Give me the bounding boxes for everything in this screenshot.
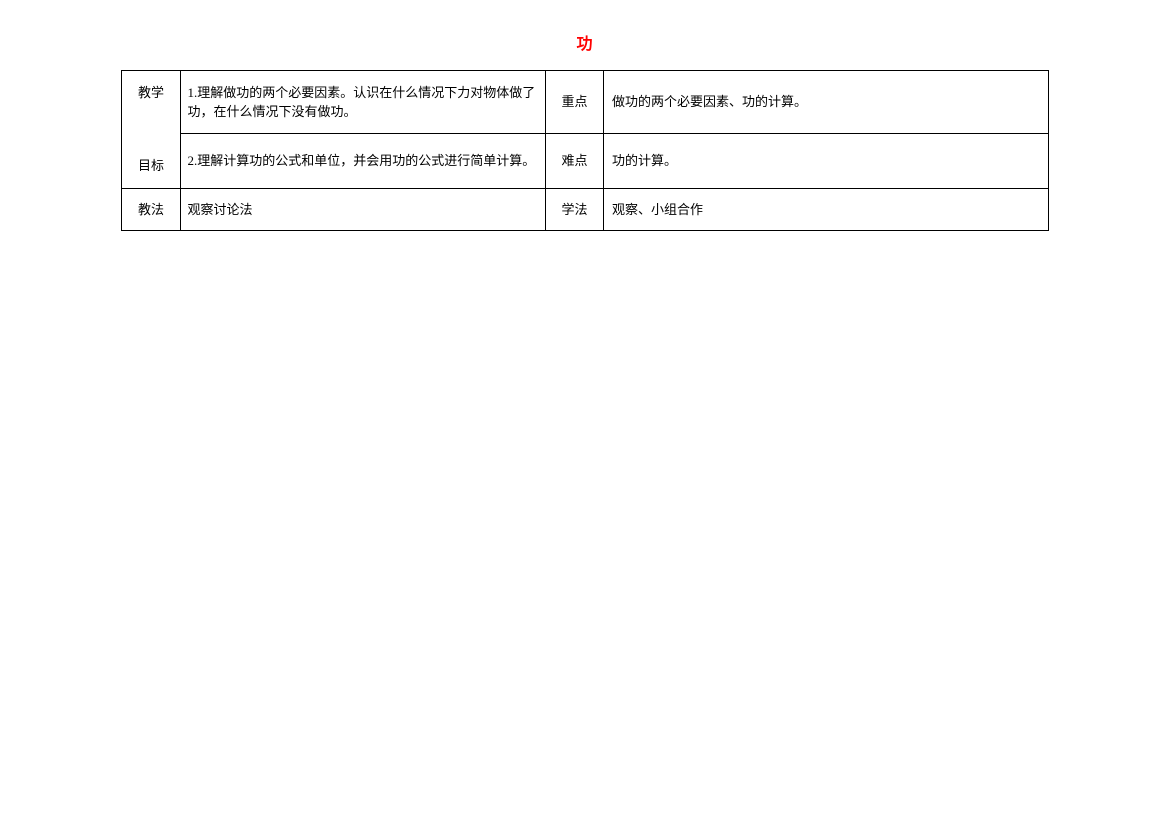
learn-method-content-cell: 观察、小组合作 — [603, 189, 1048, 231]
learn-method-label-cell: 学法 — [546, 189, 604, 231]
teach-method-label-cell: 教法 — [121, 189, 181, 231]
lesson-table: 教学 目标 1.理解做功的两个必要因素。认识在什么情况下力对物体做了功，在什么情… — [121, 70, 1049, 231]
key-content-cell: 做功的两个必要因素、功的计算。 — [603, 71, 1048, 134]
difficulty-label-cell: 难点 — [546, 134, 604, 189]
difficulty-content-cell: 功的计算。 — [603, 134, 1048, 189]
page-title: 功 — [0, 30, 1169, 54]
teach-method-content-cell: 观察讨论法 — [181, 189, 546, 231]
table-row: 教法 观察讨论法 学法 观察、小组合作 — [121, 189, 1048, 231]
goal-content-1-cell: 1.理解做功的两个必要因素。认识在什么情况下力对物体做了功，在什么情况下没有做功… — [181, 71, 546, 134]
goal-label-cell: 教学 目标 — [121, 71, 181, 189]
table-row: 教学 目标 1.理解做功的两个必要因素。认识在什么情况下力对物体做了功，在什么情… — [121, 71, 1048, 134]
table-row: 2.理解计算功的公式和单位，并会用功的公式进行简单计算。 难点 功的计算。 — [121, 134, 1048, 189]
goal-content-2-cell: 2.理解计算功的公式和单位，并会用功的公式进行简单计算。 — [181, 134, 546, 189]
lesson-table-container: 教学 目标 1.理解做功的两个必要因素。认识在什么情况下力对物体做了功，在什么情… — [121, 70, 1049, 231]
key-label-cell: 重点 — [546, 71, 604, 134]
